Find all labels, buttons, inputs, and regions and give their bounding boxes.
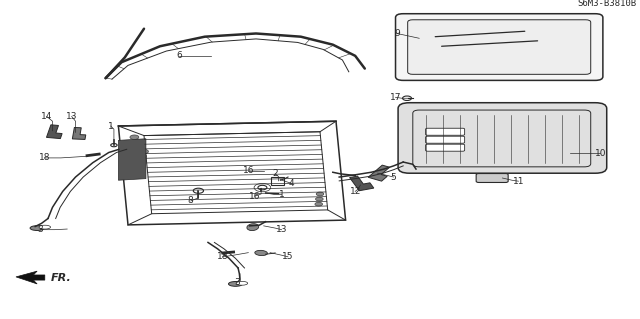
Text: 14: 14: [41, 112, 52, 121]
FancyBboxPatch shape: [426, 136, 465, 143]
Text: 9: 9: [394, 29, 399, 38]
FancyBboxPatch shape: [396, 14, 603, 80]
Polygon shape: [16, 271, 45, 284]
Ellipse shape: [228, 282, 243, 286]
Polygon shape: [349, 176, 374, 191]
Circle shape: [140, 149, 148, 154]
Text: 10: 10: [595, 149, 606, 158]
Circle shape: [316, 197, 323, 201]
FancyBboxPatch shape: [476, 174, 508, 182]
Polygon shape: [368, 165, 390, 181]
Ellipse shape: [247, 224, 259, 231]
Polygon shape: [118, 139, 146, 180]
Circle shape: [193, 188, 204, 193]
FancyBboxPatch shape: [271, 177, 284, 185]
Text: 16: 16: [243, 166, 254, 175]
Circle shape: [130, 135, 139, 139]
Circle shape: [315, 202, 323, 206]
Text: 17: 17: [390, 93, 401, 102]
Text: 2: 2: [273, 169, 278, 178]
Ellipse shape: [236, 281, 248, 285]
Text: 13: 13: [276, 225, 287, 234]
Text: 1: 1: [108, 122, 113, 130]
Ellipse shape: [255, 250, 268, 256]
Text: 11: 11: [513, 177, 524, 186]
FancyBboxPatch shape: [398, 103, 607, 173]
Circle shape: [136, 145, 145, 149]
Text: 15: 15: [282, 252, 294, 261]
Text: 13: 13: [66, 112, 77, 121]
Polygon shape: [47, 125, 62, 138]
Text: 18: 18: [39, 153, 51, 162]
FancyBboxPatch shape: [426, 144, 465, 151]
Circle shape: [403, 96, 412, 100]
Text: 3: 3: [38, 225, 43, 234]
Text: 18: 18: [217, 252, 228, 261]
Circle shape: [133, 140, 142, 144]
Text: 4: 4: [289, 179, 294, 188]
Ellipse shape: [30, 226, 44, 230]
FancyBboxPatch shape: [426, 128, 465, 135]
Text: 16: 16: [249, 192, 260, 201]
Circle shape: [258, 185, 267, 190]
Circle shape: [111, 144, 117, 147]
Circle shape: [316, 192, 324, 196]
Text: 8: 8: [188, 197, 193, 205]
Text: FR.: FR.: [51, 272, 72, 283]
Ellipse shape: [39, 225, 51, 229]
FancyBboxPatch shape: [408, 20, 591, 74]
Text: 6: 6: [177, 51, 182, 60]
Text: 1: 1: [279, 190, 284, 199]
Circle shape: [138, 154, 147, 159]
Text: 12: 12: [349, 187, 361, 196]
Text: 5: 5: [391, 173, 396, 182]
Text: 3: 3: [234, 278, 239, 287]
Polygon shape: [72, 128, 86, 139]
Text: S6M3-B3810B: S6M3-B3810B: [578, 0, 637, 8]
